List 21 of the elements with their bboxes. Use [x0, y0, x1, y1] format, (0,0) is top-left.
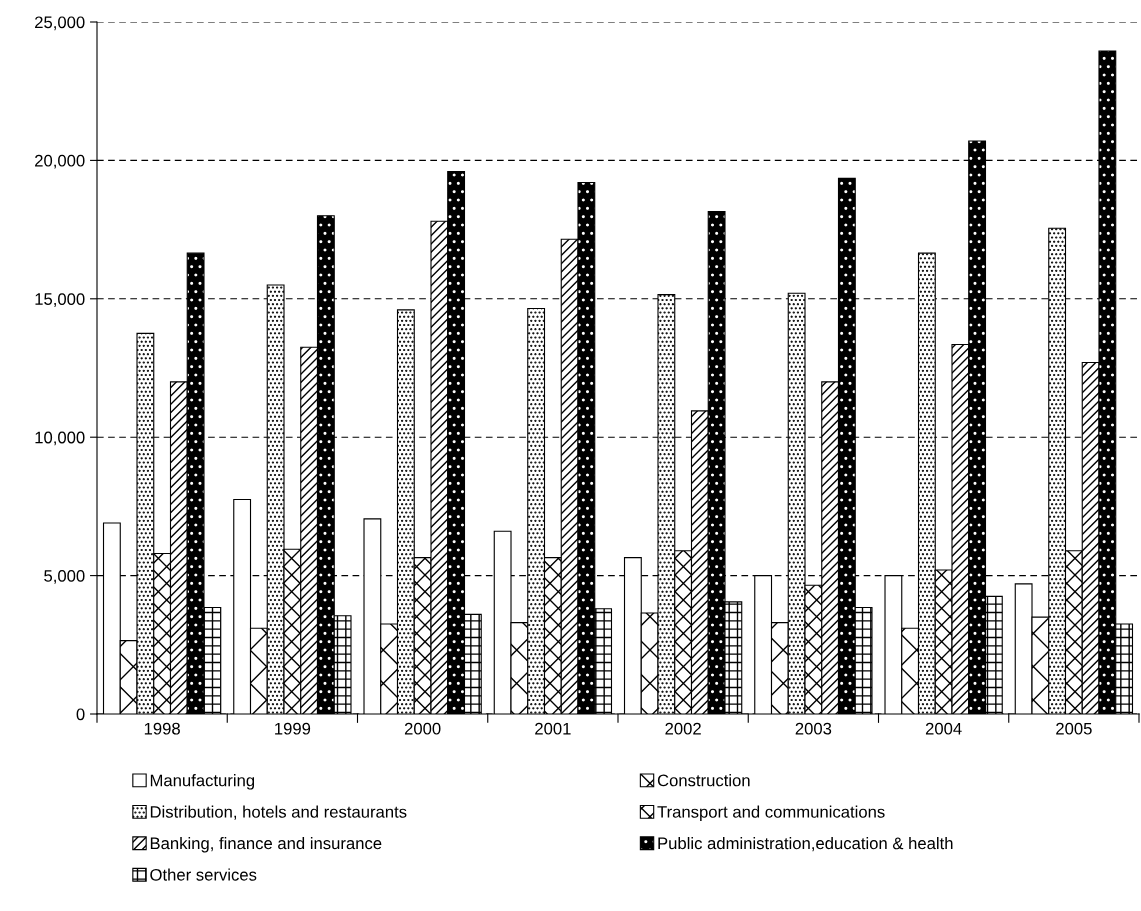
legend-label: Distribution, hotels and restaurants [150, 805, 407, 820]
y-tick-label: 10,000 [35, 431, 85, 446]
x-tick-label: 2004 [925, 722, 962, 735]
x-tick-label: 2002 [665, 722, 701, 735]
x-tick-label: 1998 [144, 722, 180, 735]
y-tick-label: 5,000 [44, 570, 85, 584]
y-tick-label: 20,000 [35, 154, 85, 169]
legend-label: Transport and communications [657, 805, 885, 822]
legend-label: Construction [657, 774, 750, 787]
legend-label: Manufacturing [150, 774, 255, 790]
x-tick-label: 1999 [275, 722, 311, 735]
y-tick-label: 0 [76, 708, 85, 721]
legend-label: Public administration,education & health [658, 836, 953, 852]
x-tick-label: 2001 [535, 722, 571, 735]
legend-label: Other services [150, 868, 257, 881]
x-tick-label: 2000 [404, 722, 441, 735]
y-tick-label: 25,000 [35, 16, 85, 31]
legend-label: Banking, finance and insurance [150, 836, 382, 853]
x-tick-label: 2003 [795, 722, 832, 735]
x-tick-label: 2005 [1056, 722, 1092, 735]
y-tick-label: 15,000 [35, 293, 85, 307]
